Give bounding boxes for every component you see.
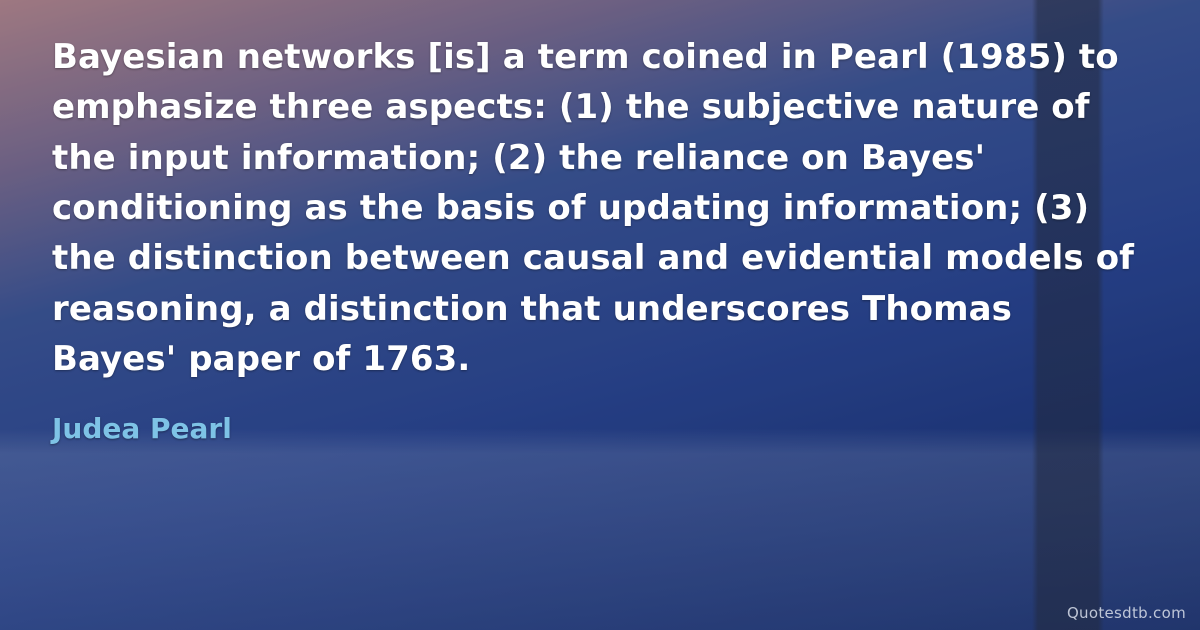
site-watermark: Quotesdtb.com bbox=[1067, 604, 1186, 622]
quote-card: Bayesian networks [is] a term coined in … bbox=[0, 0, 1200, 630]
quote-author: Judea Pearl bbox=[52, 412, 1148, 445]
quote-text: Bayesian networks [is] a term coined in … bbox=[52, 32, 1148, 384]
content-area: Bayesian networks [is] a term coined in … bbox=[0, 0, 1200, 630]
